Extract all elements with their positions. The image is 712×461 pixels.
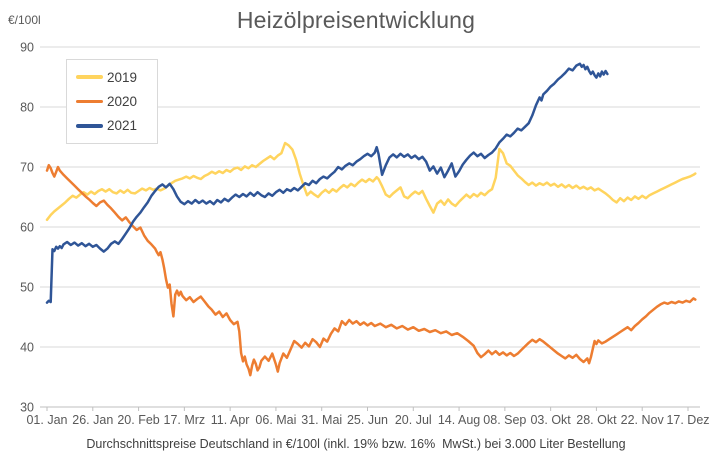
x-axis-tick-label: 31. Mai xyxy=(301,413,342,427)
y-axis-tick-label: 50 xyxy=(20,281,34,295)
y-axis-unit-label: €/100l xyxy=(8,13,41,27)
x-axis-tick-label: 26. Jan xyxy=(72,413,113,427)
x-axis-tick-label: 22. Nov xyxy=(621,413,665,427)
legend-label: 2021 xyxy=(107,118,138,134)
x-axis-tick-label: 20. Jul xyxy=(395,413,432,427)
y-axis-tick-label: 30 xyxy=(20,401,34,415)
x-axis-tick-label: 25. Jun xyxy=(347,413,388,427)
series-2020-line xyxy=(45,163,697,377)
x-axis-tick-label: 17. Mrz xyxy=(164,413,206,427)
series-2021-line xyxy=(45,62,609,304)
legend-label: 2019 xyxy=(107,69,138,85)
x-axis-tick-label: 01. Jan xyxy=(26,413,67,427)
y-axis-tick-label: 90 xyxy=(20,41,34,55)
x-axis-tick-label: 06. Mai xyxy=(255,413,296,427)
chart-caption: Durchschnittspreise Deutschland in €/100… xyxy=(86,437,626,451)
chart-title: Heizölpreisentwicklung xyxy=(236,7,476,33)
y-axis-tick-label: 60 xyxy=(20,221,34,235)
legend: 2019 2020 2021 xyxy=(66,59,158,144)
x-axis-tick-label: 20. Feb xyxy=(117,413,159,427)
y-axis-tick-label: 70 xyxy=(20,161,34,175)
legend-item-2019: 2019 xyxy=(76,70,153,85)
x-axis-tick-label: 08. Sep xyxy=(483,413,526,427)
x-axis-tick-label: 14. Aug xyxy=(438,413,480,427)
legend-item-2020: 2020 xyxy=(76,94,153,109)
y-axis-tick-label: 80 xyxy=(20,101,34,115)
x-axis-tick-label: 03. Okt xyxy=(530,413,571,427)
x-axis-tick-label: 17. Dez xyxy=(666,413,709,427)
legend-line-swatch-icon xyxy=(76,75,103,79)
legend-line-swatch-icon xyxy=(76,99,103,104)
legend-line-swatch-icon xyxy=(76,124,103,128)
y-axis-tick-label: 40 xyxy=(20,341,34,355)
x-axis-tick-label: 11. Apr xyxy=(211,413,250,427)
legend-item-2021: 2021 xyxy=(76,118,153,133)
legend-label: 2020 xyxy=(107,93,138,109)
x-axis-tick-label: 28. Okt xyxy=(576,413,617,427)
